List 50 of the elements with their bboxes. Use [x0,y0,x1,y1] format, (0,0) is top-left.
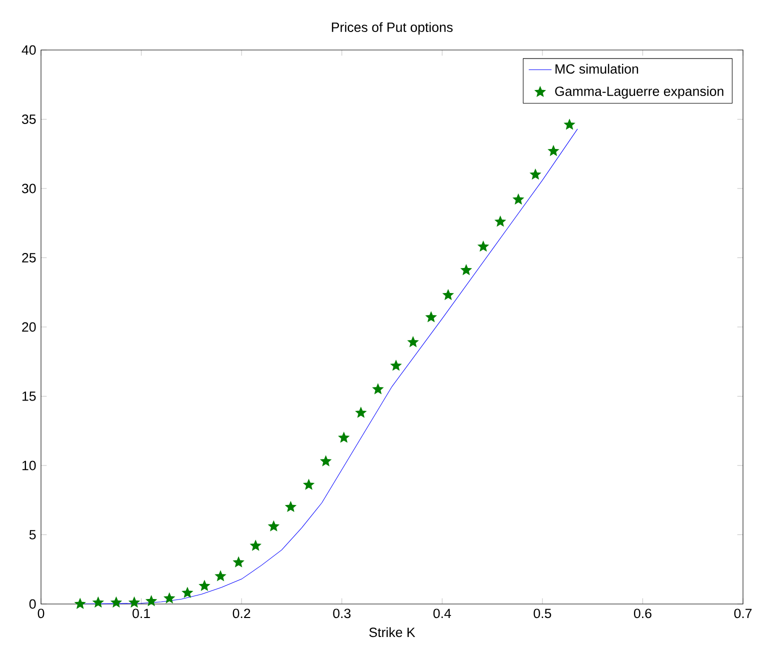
y-tick-label: 10 [22,460,36,470]
point [548,146,558,156]
point [250,540,260,550]
x-tick-label: 0.3 [333,608,351,618]
point [426,312,436,322]
point [478,242,488,251]
point [356,408,366,418]
y-tick-label: 30 [22,184,36,194]
x-axis-title: Strike K [369,627,416,638]
point [339,432,349,442]
x-tick-label: 0 [38,608,44,618]
x-tick-label: 0.5 [534,608,552,618]
y-tick-label: 15 [22,392,36,401]
legend-label: MC simulation [556,64,638,74]
point [391,360,401,370]
point [129,598,140,607]
point [75,598,85,608]
point [530,170,540,179]
point [408,337,418,346]
y-tick-label: 20 [22,322,36,332]
x-tick-label: 0.4 [433,608,452,618]
point [514,194,524,204]
point [146,596,156,606]
point [93,598,103,607]
point [304,480,314,490]
y-tick-label: 40 [22,45,36,55]
x-tick-label: 0.2 [232,608,250,618]
point [373,384,383,394]
point [182,588,192,598]
y-tick-label: 5 [29,530,36,540]
y-tick-label: 25 [22,253,36,262]
point [564,120,574,129]
point [164,593,174,603]
point [111,598,122,607]
point [216,571,226,580]
point [234,557,244,567]
point [496,216,506,226]
x-tick-label: 0.1 [132,608,150,618]
point [200,580,210,590]
y-tick-label: 35 [22,114,36,124]
point [461,265,472,274]
x-tick-label: 0.6 [634,608,652,618]
chart-title: Prices of Put options [332,22,453,35]
point [268,521,278,531]
y-tick-label: 0 [29,599,36,609]
point [321,456,331,466]
legend-label: Gamma-Laguerre expansion [555,86,724,99]
point [443,290,453,300]
x-tick-label: 0.7 [734,608,752,618]
point [286,502,296,512]
